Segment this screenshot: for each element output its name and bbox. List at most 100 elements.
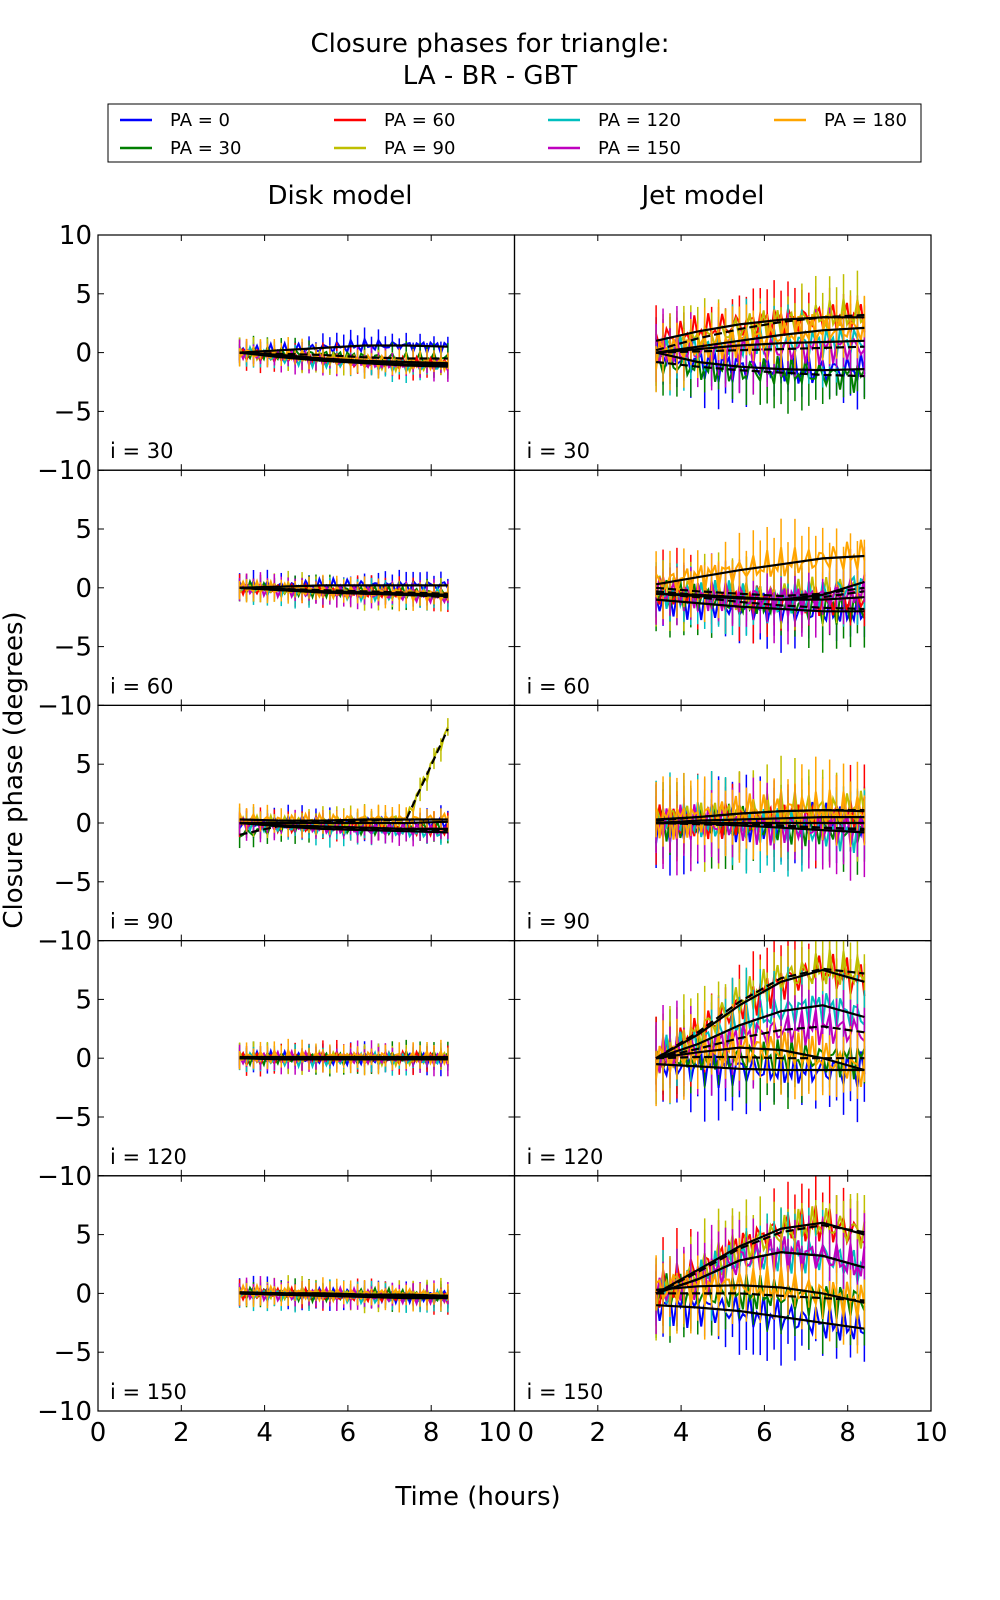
model-curve [655, 316, 865, 342]
chart-title: Closure phases for triangle: [311, 29, 670, 59]
series-line-PA180 [655, 313, 866, 370]
y-tick-label: −5 [54, 1103, 92, 1133]
legend-label: PA = 180 [824, 110, 907, 131]
panel-disk-i90: 5 0 −5 −10 i = 90 [37, 704, 516, 957]
model-curve [656, 590, 865, 601]
panel-jet-i150: 0 2 4 6 8 10 i = 150 [513, 1175, 948, 1448]
panel-data [238, 569, 449, 613]
model-curve [656, 821, 865, 834]
legend-label: PA = 30 [170, 138, 241, 159]
panel-data [655, 518, 866, 653]
y-tick-label: 10 [59, 221, 92, 251]
y-tick-label: 0 [75, 1044, 92, 1074]
model-curve [239, 820, 448, 825]
model-curve [239, 1292, 448, 1300]
panel-jet-i90: i = 90 [513, 704, 932, 942]
model-curve [655, 313, 865, 352]
y-tick-label: −5 [54, 868, 92, 898]
x-tick-label: 2 [590, 1418, 607, 1448]
model-curve [655, 326, 865, 354]
inclination-label: i = 90 [527, 910, 591, 934]
legend-label: PA = 120 [598, 110, 681, 131]
x-tick-label: 0 [518, 1418, 535, 1448]
panel-jet-i60: i = 60 [513, 469, 932, 707]
y-tick-label: −10 [37, 1162, 92, 1192]
panel-data [655, 755, 866, 881]
y-tick-label: 5 [75, 280, 92, 310]
y-tick-label: −5 [54, 397, 92, 427]
x-tick-label: 6 [340, 1418, 357, 1448]
model-curve [655, 1004, 865, 1060]
inclination-label: i = 60 [527, 674, 591, 698]
y-tick-label: 0 [75, 1279, 92, 1309]
inclination-label: i = 120 [527, 1145, 604, 1169]
model-curve [239, 351, 448, 366]
model-curve [239, 1292, 448, 1299]
series-line-PA180 [655, 789, 866, 840]
x-tick-label: 2 [173, 1418, 190, 1448]
series-line-PA180 [655, 1031, 866, 1088]
model-curve [655, 351, 865, 372]
model-curve [239, 586, 448, 595]
model-curve [655, 967, 865, 1060]
panel-disk-i60: 5 0 −5 −10 i = 60 [37, 469, 516, 721]
model-curve [656, 815, 865, 825]
x-tick-label: 0 [90, 1418, 107, 1448]
inclination-label: i = 150 [527, 1380, 604, 1404]
model-curve [655, 1046, 865, 1072]
model-curve [655, 1221, 865, 1295]
y-tick-label: −10 [37, 691, 92, 721]
y-tick-label: 0 [75, 809, 92, 839]
x-axis-label: Time (hours) [394, 1482, 560, 1512]
legend-label: PA = 0 [170, 110, 230, 131]
panel-data [238, 718, 449, 849]
model-curve [655, 1251, 865, 1295]
model-curve [239, 344, 448, 354]
legend: PA = 0 PA = 30 PA = 60 PA = 90 PA = 120 PA = … [107, 103, 922, 163]
inclination-label: i = 60 [110, 674, 174, 698]
inclination-label: i = 120 [110, 1145, 187, 1169]
x-tick-label: 10 [478, 1418, 511, 1448]
inclination-label: i = 90 [110, 910, 174, 934]
y-axis-label: Closure phase (degrees) [0, 611, 29, 928]
panel-data [655, 940, 866, 1123]
model-curve [239, 818, 448, 822]
y-tick-label: −10 [37, 1397, 92, 1427]
y-tick-label: 0 [75, 574, 92, 604]
model-curve [656, 1284, 865, 1304]
model-curve [656, 598, 865, 613]
model-curve [656, 1055, 865, 1060]
model-curve [239, 351, 448, 360]
x-tick-label: 6 [756, 1418, 773, 1448]
model-curve [656, 345, 865, 354]
x-tick-label: 8 [839, 1418, 856, 1448]
model-curve [656, 821, 865, 832]
column-title-jet: Jet model [639, 181, 764, 211]
model-curve [656, 580, 865, 601]
x-tick-label: 8 [423, 1418, 440, 1448]
panel-data [238, 1038, 449, 1077]
panel-disk-i30: 10 5 0 −5 −10 i = 30 [37, 221, 516, 486]
model-curve [239, 1057, 448, 1061]
y-tick-label: 5 [75, 1221, 92, 1251]
model-curve [239, 821, 448, 832]
legend-label: PA = 60 [384, 110, 455, 131]
series-line-PA180 [655, 1265, 866, 1320]
model-curve [239, 351, 448, 368]
column-title-disk: Disk model [267, 181, 412, 211]
model-curve [656, 1292, 865, 1302]
x-tick-label: 10 [914, 1418, 947, 1448]
model-curve [656, 592, 865, 611]
model-curve [656, 808, 865, 821]
y-tick-label: −5 [54, 633, 92, 663]
inclination-label: i = 150 [110, 1380, 187, 1404]
panel-jet-i30: i = 30 [513, 234, 932, 471]
panel-data [655, 1175, 866, 1366]
model-curve [239, 584, 448, 589]
chart-subtitle: LA - BR - GBT [403, 61, 578, 91]
model-curve [656, 1304, 865, 1330]
series-line-PA180 [238, 1282, 449, 1305]
model-curve [655, 360, 865, 378]
panel-data [655, 270, 866, 414]
